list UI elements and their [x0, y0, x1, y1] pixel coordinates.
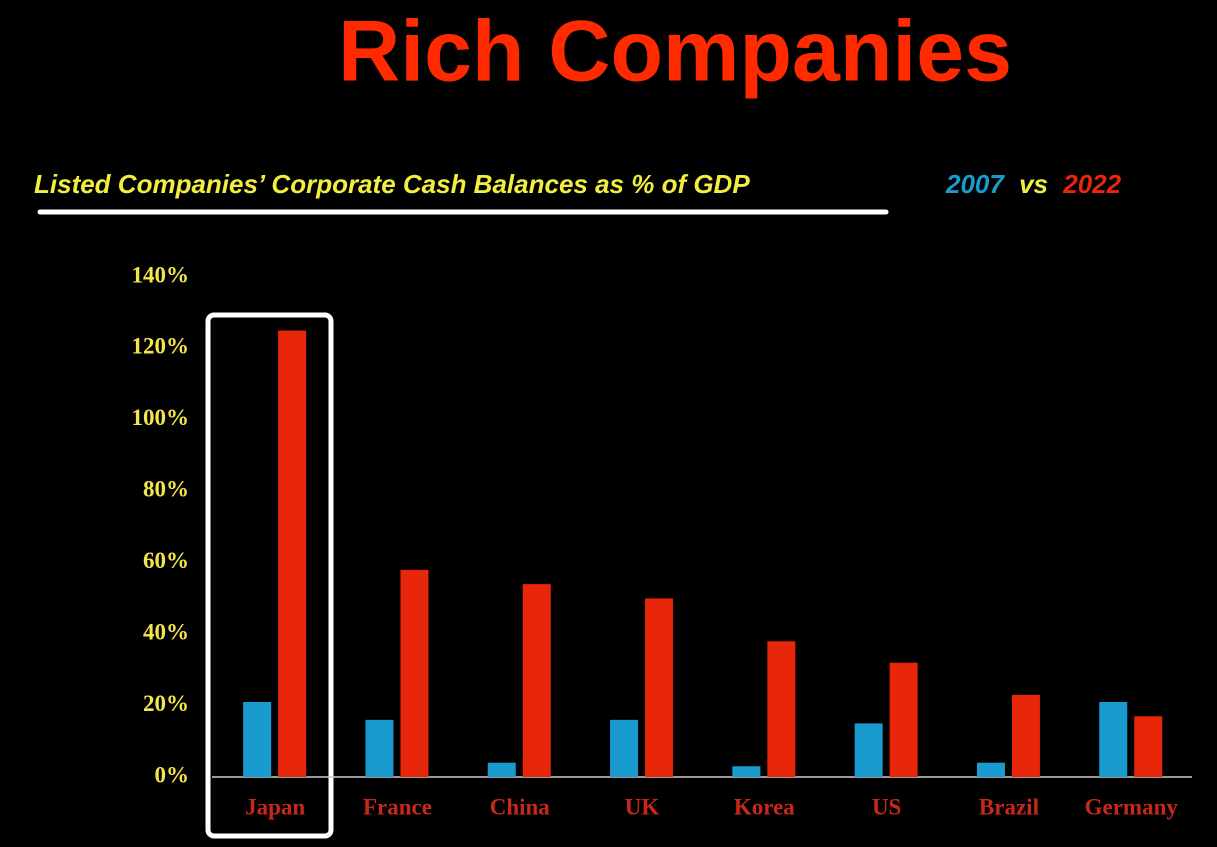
y-tick-label: 80%: [143, 477, 189, 502]
bar: [889, 662, 918, 777]
bar: [487, 762, 516, 777]
x-tick-label: Japan: [245, 794, 305, 819]
chart-title: Rich Companies: [338, 4, 1012, 100]
y-tick-label: 20%: [143, 691, 189, 716]
bar: [400, 569, 429, 777]
y-tick-label: 60%: [143, 548, 189, 573]
bar: [767, 641, 796, 777]
y-tick-label: 0%: [155, 762, 190, 787]
bar: [976, 762, 1005, 777]
x-tick-label: UK: [625, 794, 660, 819]
bar: [1099, 702, 1128, 777]
legend-separator: vs: [1019, 169, 1048, 199]
bar: [243, 702, 272, 777]
bar: [854, 723, 883, 777]
bar: [278, 330, 307, 777]
y-tick-label: 40%: [143, 619, 189, 644]
y-tick-label: 100%: [132, 405, 190, 430]
legend-entry: 2007: [945, 169, 1005, 199]
bar: [1134, 716, 1163, 777]
x-tick-label: US: [872, 794, 901, 819]
bar: [365, 719, 394, 777]
chart-subtitle: Listed Companies’ Corporate Cash Balance…: [34, 169, 750, 199]
bar: [732, 766, 761, 777]
legend-entry: 2022: [1062, 169, 1121, 199]
bar: [1011, 694, 1040, 777]
x-tick-label: Germany: [1085, 794, 1179, 819]
x-tick-label: Korea: [734, 794, 795, 819]
bar: [645, 598, 674, 777]
bar: [610, 719, 639, 777]
y-tick-label: 120%: [132, 334, 190, 359]
bar: [522, 584, 551, 777]
legend: 2007 vs 2022: [945, 169, 1122, 199]
highlight-box: [205, 312, 334, 839]
x-tick-label: France: [363, 794, 432, 819]
x-tick-label: Brazil: [979, 794, 1039, 819]
y-tick-label: 140%: [132, 262, 190, 287]
x-tick-label: China: [490, 794, 551, 819]
